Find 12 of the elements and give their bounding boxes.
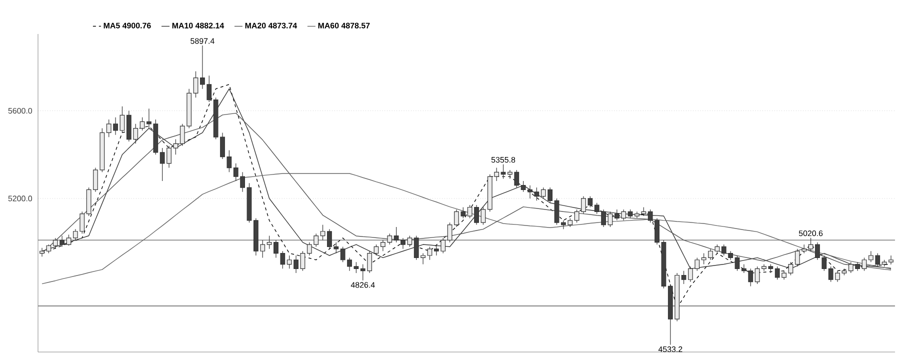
candlestick [374,244,379,256]
candlestick [608,211,613,228]
candlestick [427,246,432,260]
candlestick [480,206,486,226]
candlestick [808,238,814,252]
candlestick [681,270,686,284]
candlestick [120,106,125,133]
candlestick [193,70,198,98]
candlestick [300,250,306,272]
candlestick [554,198,560,226]
candlestick [320,224,326,240]
candlestick [66,234,72,246]
